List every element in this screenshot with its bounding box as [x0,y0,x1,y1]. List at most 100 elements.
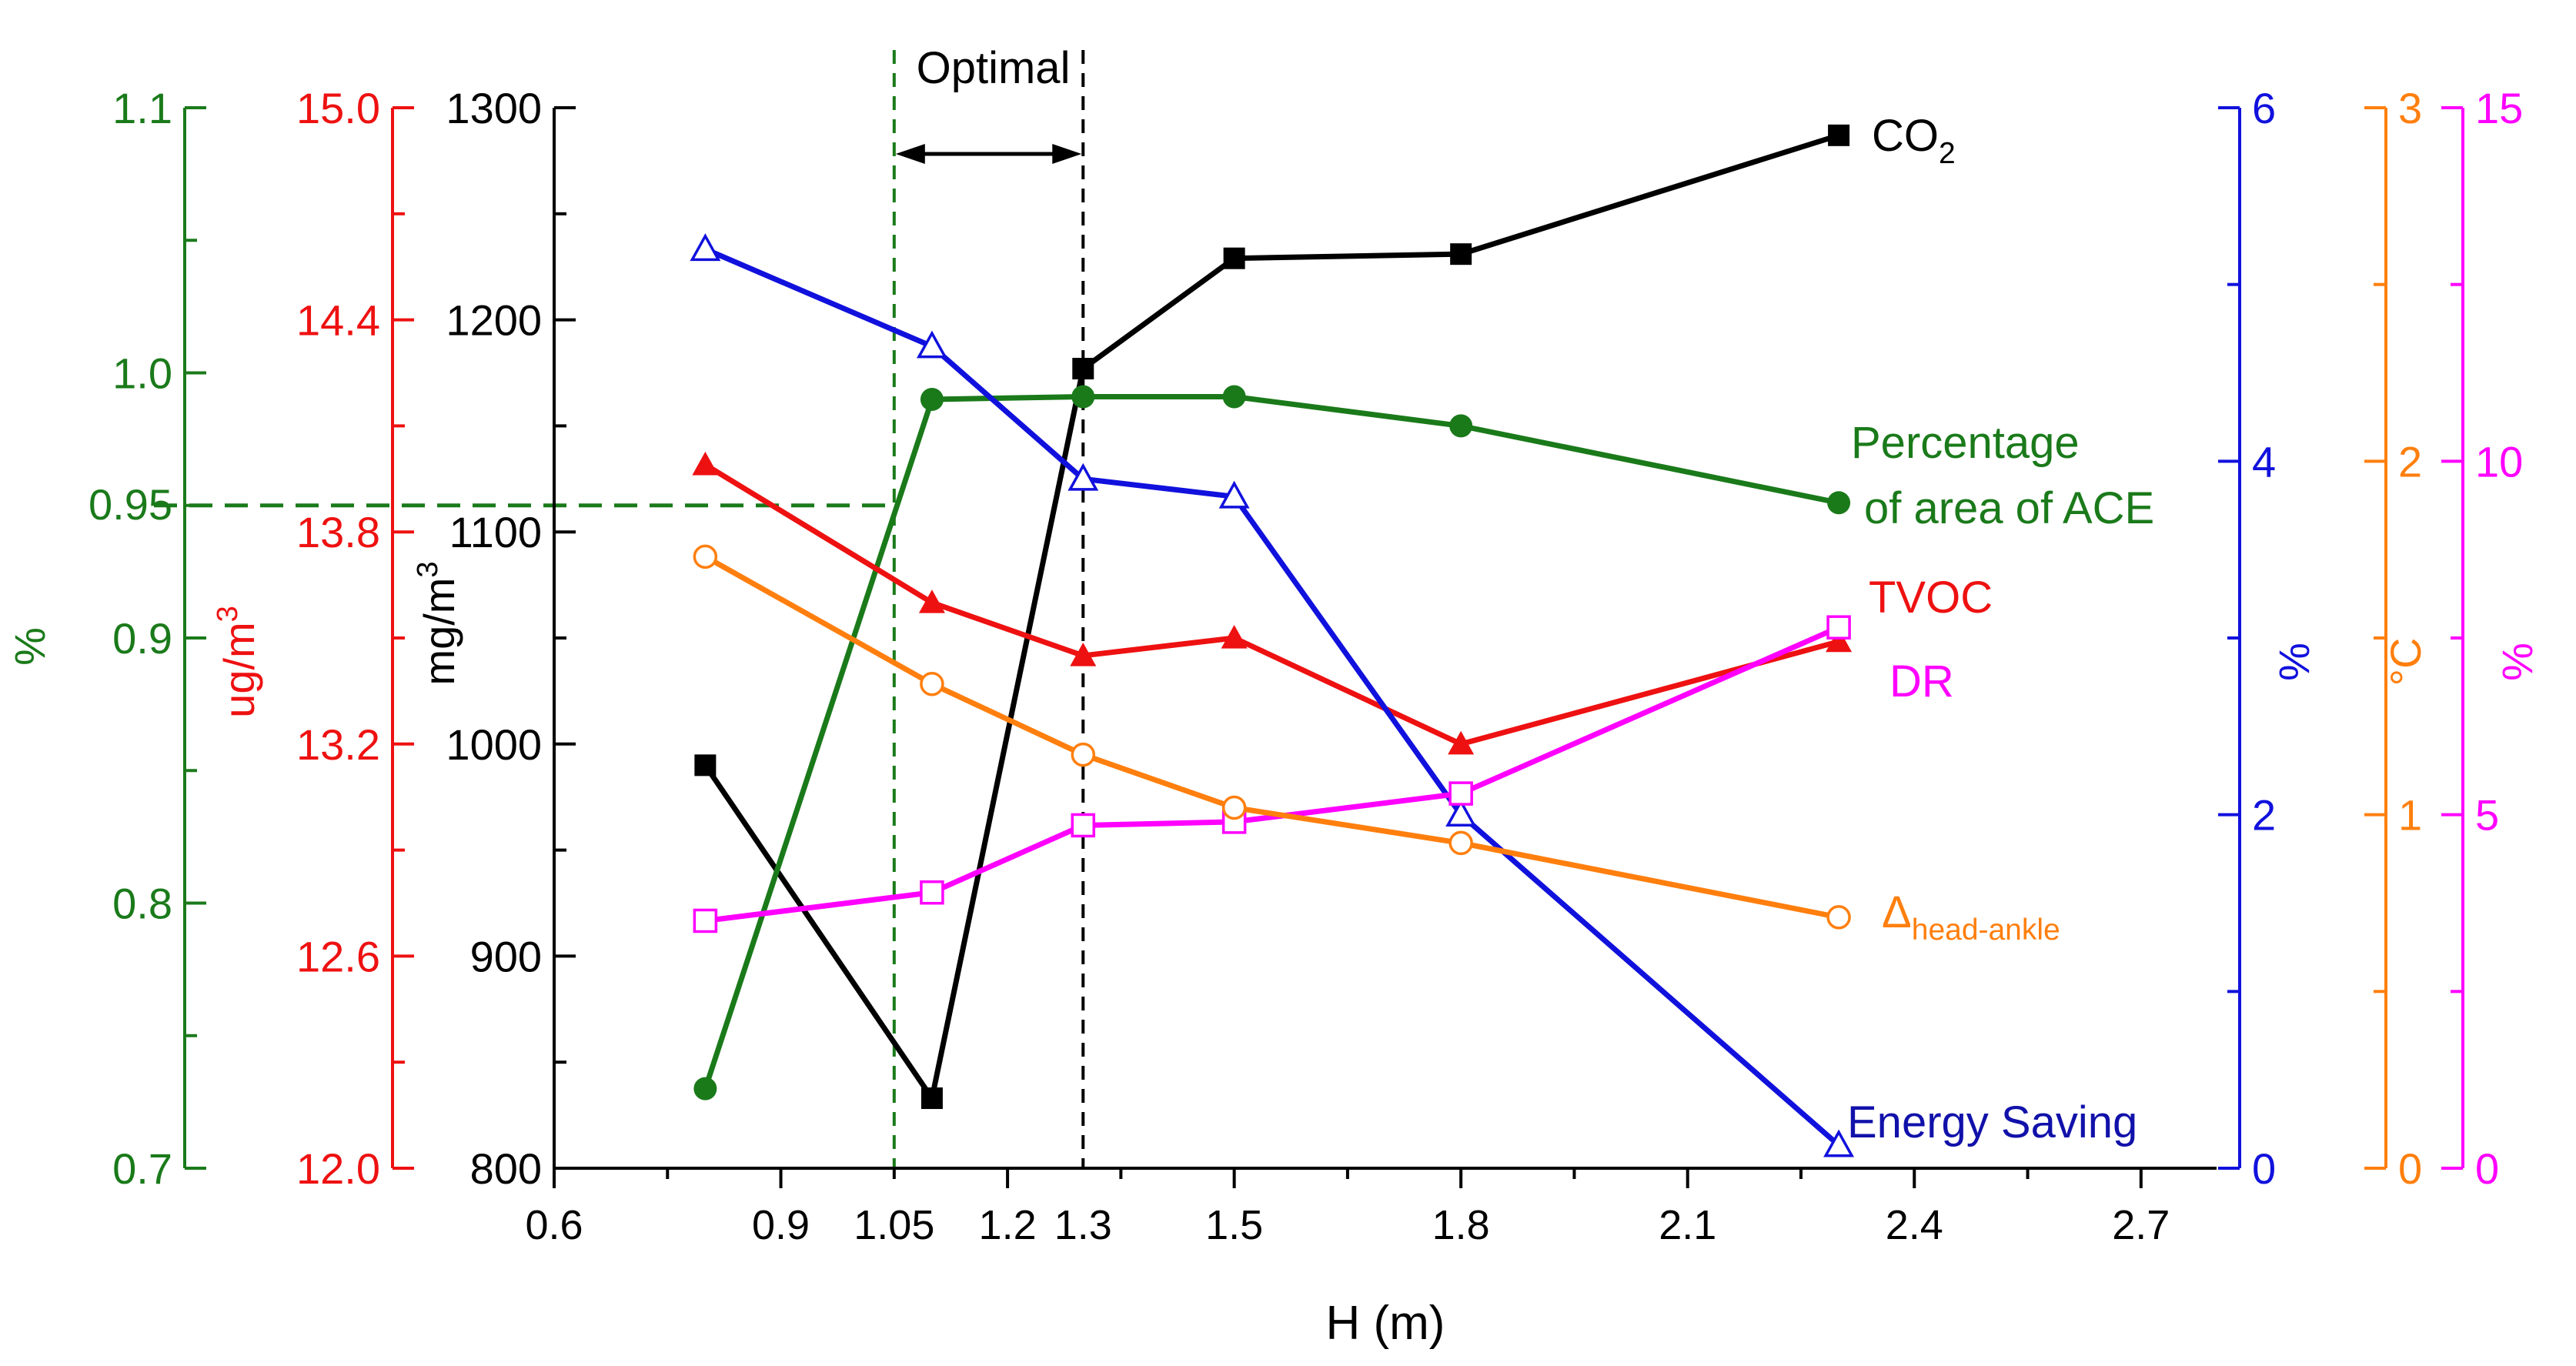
co2-tick-label: 1000 [446,720,542,769]
x-tick-label: 1.2 [979,1202,1037,1248]
dr-tick-label: 15 [2475,84,2523,132]
series-line [703,394,1839,1090]
series-point [1072,357,1094,379]
series-point [1071,813,1096,838]
co2-tick-label: 1100 [449,508,542,556]
series-point [1222,385,1246,409]
tvoc-tick-label: 14.4 [296,296,380,345]
series-point [693,908,718,933]
energy-saving-series-label: Energy Saving [1847,1097,2137,1147]
optimal-arrow-left-head [895,144,925,164]
series-line [703,554,1839,920]
series-point [1449,414,1473,438]
x-tick-label: 2.7 [2112,1202,2170,1248]
x-tick-label: 2.4 [1886,1202,1943,1248]
series-point [920,387,944,411]
co2-axis-title-sub: 3 [412,561,444,577]
data-series [690,124,1855,1157]
temp-tick-label: 1 [2398,791,2422,840]
dr-series-label: DR [1889,656,1954,706]
ace-tick-label: 1.0 [112,349,172,398]
series-point [1450,243,1472,266]
co2-tick-label: 1200 [446,296,542,345]
series-point [920,880,944,905]
series-point [918,589,945,613]
series-point [1445,799,1477,827]
dr-tick-label: 0 [2475,1144,2499,1193]
ace-tick-label: 0.7 [112,1144,172,1193]
ace-axis-title: % [5,627,54,666]
co2-series-label-sub: 2 [1939,137,1956,170]
tvoc-tick-label: 12.0 [296,1144,380,1193]
temp-diff-series-label-main: Δ [1882,887,1912,937]
ace-tick-label: 1.1 [112,84,172,132]
series-point [1826,615,1851,640]
co2-tick-label: 1300 [446,84,542,132]
series-point [1448,730,1475,755]
x-tick-label: 0.9 [752,1202,810,1248]
series-point [1070,642,1097,666]
series-point [1823,1129,1855,1157]
energy-axis-title: % [2270,643,2318,681]
series-line [703,246,1841,1147]
series-line [703,462,1840,747]
ace-tick-label: 0.95 [89,480,172,529]
series-point [692,451,719,476]
dr-tick-label: 10 [2475,437,2523,486]
optimal-arrow-right-head [1052,144,1082,164]
series-point [693,1077,717,1100]
series-point [1071,385,1095,409]
ace-tick-label: 0.8 [112,880,172,928]
x-tick-label: 1.3 [1054,1202,1112,1248]
series-point [1221,795,1247,820]
series-point [1826,905,1851,930]
series-line [703,132,1840,1105]
series-point [694,754,717,777]
axes: 0.6 0.9 1.05 1.2 1.3 1.5 1.8 2.1 2.4 2.7H (m)0.70… [5,84,2541,1350]
series-point [920,671,944,696]
ace-series-label-line2: of area of ACE [1864,483,2154,533]
tvoc-axis-title: ug/m3 [212,606,263,718]
ace-series-label-line1: Percentage [1851,418,2080,468]
temp-diff-series-label-sub: head-ankle [1912,913,2060,947]
temp-axis-title: °C [2381,638,2430,686]
co2-axis-title-main: mg/m [415,578,463,686]
series-point [1827,491,1851,515]
x-tick-label: 1.5 [1205,1202,1263,1248]
x-tick-label: 1.05 [854,1202,934,1248]
series-point [1223,247,1245,269]
energy-tick-label: 4 [2252,437,2276,486]
temp-diff-series-label: Δhead-ankle [1882,887,2060,947]
optimal-label: Optimal [917,43,1071,93]
x-axis-title: H (m) [1326,1297,1445,1350]
series-point [1221,625,1248,649]
energy-tick-label: 6 [2252,84,2276,132]
series-point [1218,480,1250,509]
ace-tick-label: 0.9 [112,614,172,663]
x-tick-label: 0.6 [525,1202,583,1248]
series-point [1828,124,1850,146]
dr-tick-label: 5 [2475,791,2499,840]
tvoc-tick-label: 15.0 [296,84,380,132]
tvoc-tick-label: 13.2 [296,720,380,769]
series-line [704,625,1840,923]
x-tick-label: 1.8 [1432,1202,1490,1248]
tvoc-tick-label: 13.8 [296,508,380,556]
series-labels: CO2 Percentage of area of ACE TVOC DR Δhead-a… [1847,111,2154,1147]
tvoc-tick-label: 12.6 [296,932,380,980]
co2-tick-label: 800 [470,1144,542,1193]
tvoc-series-label: TVOC [1869,573,1993,623]
co2-tick-label: 900 [470,932,542,980]
energy-tick-label: 0 [2252,1144,2276,1193]
x-tick-label: 2.1 [1659,1202,1716,1248]
temp-tick-label: 2 [2398,437,2422,486]
co2-series-label-main: CO [1872,111,1939,161]
temp-tick-label: 3 [2398,84,2422,132]
series-point [916,330,947,359]
energy-tick-label: 2 [2252,791,2276,840]
series-point [1071,742,1096,767]
series-point [1067,463,1099,491]
tvoc-axis-title-main: ug/m [215,622,263,718]
series-point [1826,628,1853,653]
